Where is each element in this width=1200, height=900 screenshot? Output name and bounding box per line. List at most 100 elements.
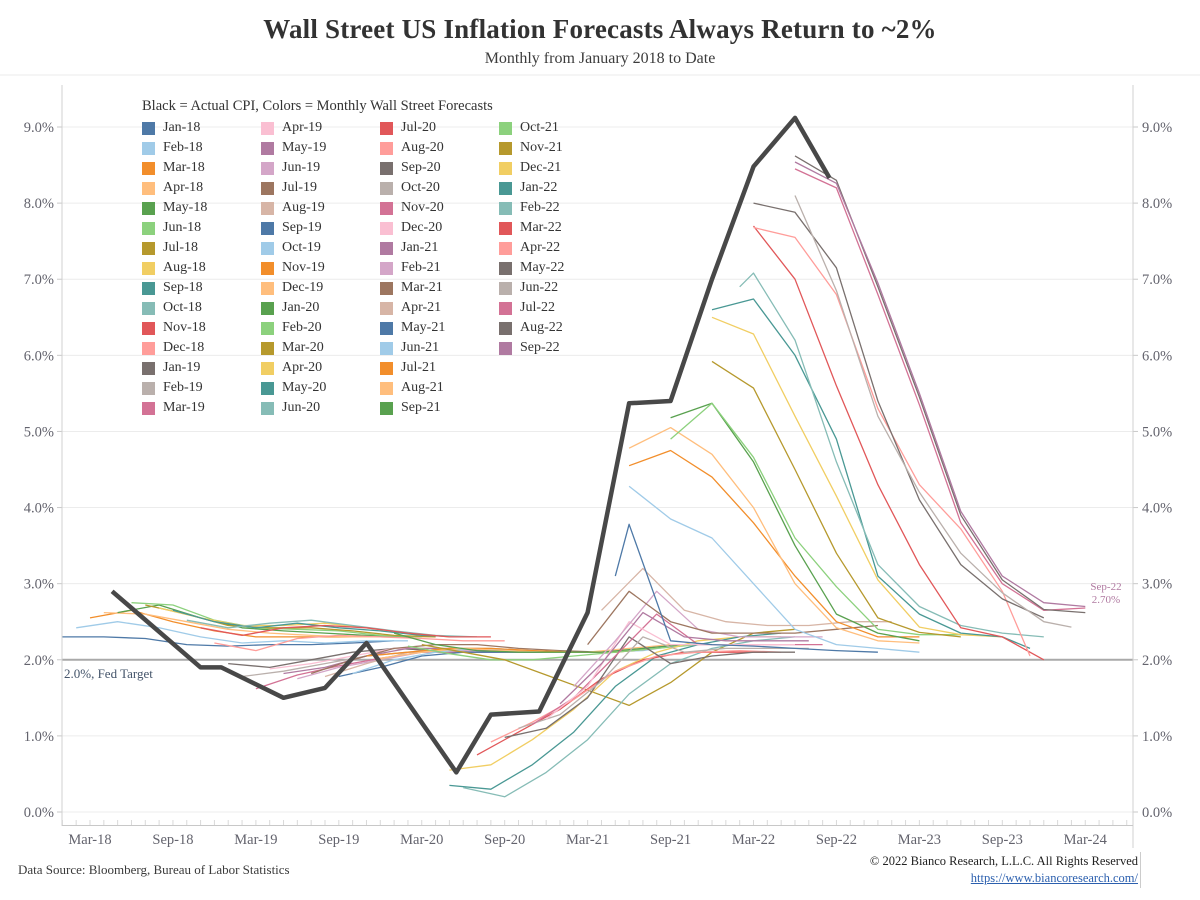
legend-item-Apr-18[interactable]: Apr-18 [138,178,257,198]
y-label-left: 9.0% [24,120,54,136]
legend-item-Nov-19[interactable]: Nov-19 [257,258,376,278]
legend-item-Aug-21[interactable]: Aug-21 [376,378,495,398]
legend-item-Aug-19[interactable]: Aug-19 [257,198,376,218]
legend-item-Oct-21[interactable]: Oct-21 [495,118,614,138]
legend-item-Jun-19[interactable]: Jun-19 [257,158,376,178]
legend-item-Mar-18[interactable]: Mar-18 [138,158,257,178]
legend-item-May-22[interactable]: May-22 [495,258,614,278]
legend-item-Sep-18[interactable]: Sep-18 [138,278,257,298]
legend-item-Aug-18[interactable]: Aug-18 [138,258,257,278]
legend-item-May-18[interactable]: May-18 [138,198,257,218]
legend-item-Dec-21[interactable]: Dec-21 [495,158,614,178]
legend-item-Apr-21[interactable]: Apr-21 [376,298,495,318]
legend-item-Jul-18[interactable]: Jul-18 [138,238,257,258]
y-label-right: 9.0% [1142,120,1172,136]
legend-label: Feb-21 [401,260,441,275]
legend-label: Mar-20 [282,340,324,355]
series-Mar-21 [587,590,878,645]
legend-label: Sep-18 [163,280,203,295]
legend-item-Oct-19[interactable]: Oct-19 [257,238,376,258]
legend-item-Mar-20[interactable]: Mar-20 [257,338,376,358]
legend-item-Jun-18[interactable]: Jun-18 [138,218,257,238]
website-link[interactable]: https://www.biancoresearch.com/ [970,871,1138,885]
legend-item-Sep-20[interactable]: Sep-20 [376,158,495,178]
legend-item-Mar-21[interactable]: Mar-21 [376,278,495,298]
legend-item-Aug-22[interactable]: Aug-22 [495,318,614,338]
legend-label: Jul-19 [282,180,317,195]
legend-item-Nov-18[interactable]: Nov-18 [138,318,257,338]
legend-item-Jun-20[interactable]: Jun-20 [257,398,376,418]
legend-item-Jan-19[interactable]: Jan-19 [138,358,257,378]
legend-item-Feb-21[interactable]: Feb-21 [376,258,495,278]
legend-item-Sep-22[interactable]: Sep-22 [495,338,614,358]
legend-item-Feb-20[interactable]: Feb-20 [257,318,376,338]
legend-item-Jan-22[interactable]: Jan-22 [495,178,614,198]
legend-item-Aug-20[interactable]: Aug-20 [376,138,495,158]
series-Nov-21 [711,360,961,638]
legend-label: Sep-19 [282,220,322,235]
legend-swatch [142,181,155,195]
legend-label: May-19 [282,140,327,155]
legend-label: Jan-20 [282,300,320,315]
legend-item-Jan-18[interactable]: Jan-18 [138,118,257,138]
legend-item-Nov-20[interactable]: Nov-20 [376,198,495,218]
series-Dec-18 [214,634,505,652]
legend-swatch [380,241,393,255]
legend-item-Sep-19[interactable]: Sep-19 [257,218,376,238]
legend-item-Jul-22[interactable]: Jul-22 [495,298,614,318]
legend-swatch [380,201,393,215]
legend-item-Mar-19[interactable]: Mar-19 [138,398,257,418]
legend-label: Aug-22 [520,320,563,335]
legend-item-Oct-20[interactable]: Oct-20 [376,178,495,198]
legend-item-Jul-21[interactable]: Jul-21 [376,358,495,378]
legend-label: Feb-18 [163,140,203,155]
x-label: Sep-19 [318,832,359,848]
legend-label: Mar-19 [163,400,205,415]
legend-item-Jun-22[interactable]: Jun-22 [495,278,614,298]
legend-item-Dec-18[interactable]: Dec-18 [138,338,257,358]
legend-swatch [261,321,274,335]
legend-swatch [261,161,274,175]
legend-swatch [499,321,512,335]
legend-label: Feb-22 [520,200,560,215]
legend-item-Dec-20[interactable]: Dec-20 [376,218,495,238]
y-ticks [57,126,1138,813]
legend-item-Oct-18[interactable]: Oct-18 [138,298,257,318]
y-label-right: 6.0% [1142,348,1172,364]
legend-swatch [142,201,155,215]
legend-item-May-20[interactable]: May-20 [257,378,376,398]
legend-item-Feb-22[interactable]: Feb-22 [495,198,614,218]
y-label-right: 3.0% [1142,577,1172,593]
series-Jun-22 [794,195,1072,628]
legend-swatch [261,241,274,255]
legend-item-Feb-18[interactable]: Feb-18 [138,138,257,158]
legend-swatch [380,361,393,375]
legend-item-Apr-19[interactable]: Apr-19 [257,118,376,138]
legend-label: Sep-20 [401,160,441,175]
legend-item-Mar-22[interactable]: Mar-22 [495,218,614,238]
y-label-right: 4.0% [1142,501,1172,517]
legend-item-Nov-21[interactable]: Nov-21 [495,138,614,158]
series-Sep-21 [670,402,920,642]
legend-swatch [499,181,512,195]
legend-item-Sep-21[interactable]: Sep-21 [376,398,495,418]
legend-item-Jun-21[interactable]: Jun-21 [376,338,495,358]
y-label-right: 5.0% [1142,424,1172,440]
legend-label: Dec-19 [282,280,324,295]
legend-item-Apr-20[interactable]: Apr-20 [257,358,376,378]
legend-item-Jul-19[interactable]: Jul-19 [257,178,376,198]
legend-item-Jan-21[interactable]: Jan-21 [376,238,495,258]
legend-item-Apr-22[interactable]: Apr-22 [495,238,614,258]
legend-item-May-19[interactable]: May-19 [257,138,376,158]
legend-swatch [142,221,155,235]
legend-item-Jan-20[interactable]: Jan-20 [257,298,376,318]
legend-item-Feb-19[interactable]: Feb-19 [138,378,257,398]
legend-label: Jun-19 [282,160,321,175]
legend-item-Dec-19[interactable]: Dec-19 [257,278,376,298]
legend-swatch [261,121,274,135]
legend-item-Jul-20[interactable]: Jul-20 [376,118,495,138]
legend-item-May-21[interactable]: May-21 [376,318,495,338]
series-May-22 [753,202,1045,619]
legend-label: Sep-22 [520,340,560,355]
x-label: Sep-18 [152,832,193,848]
